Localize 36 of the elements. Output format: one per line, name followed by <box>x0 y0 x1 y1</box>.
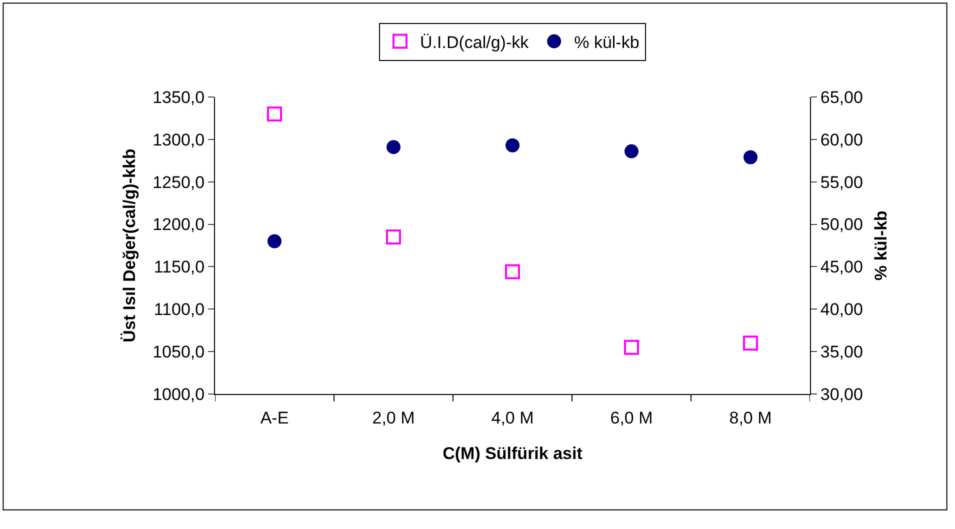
y-tick-label: 1250,0 <box>152 172 205 192</box>
x-tick-label: 8,0 M <box>729 408 772 428</box>
y-tick-label: 1100,0 <box>154 300 205 320</box>
x-tick-label: 2,0 M <box>372 408 415 428</box>
y2-tick-label: 30,00 <box>820 384 863 404</box>
point <box>743 336 758 351</box>
legend-label: % kül-kb <box>574 32 640 52</box>
y2-tick-label: 45,00 <box>820 258 863 277</box>
point <box>386 230 401 245</box>
point <box>505 264 520 280</box>
y-tick-label: 1150,0 <box>154 258 205 277</box>
y-tick-label: 1200,0 <box>152 215 205 234</box>
point <box>386 140 400 154</box>
y-tick-label: 1300,0 <box>152 130 205 150</box>
y2-axis-title: % kül-kb <box>871 210 890 280</box>
point <box>624 340 639 355</box>
point <box>744 150 758 164</box>
y-tick-label: 1050,0 <box>152 342 205 362</box>
x-tick-label: 4,0 M <box>491 408 534 428</box>
x-axis-title: C(M) Sülfürik asit <box>442 444 583 463</box>
y2-tick-label: 65,00 <box>820 88 863 107</box>
point <box>267 106 282 122</box>
point <box>506 138 520 152</box>
legend-label: Ü.I.D(cal/g)-kk <box>420 32 530 52</box>
y2-tick-label: 35,00 <box>820 342 863 362</box>
y-tick-label: 1350,0 <box>152 88 205 107</box>
x-tick-label: A-E <box>260 408 289 428</box>
y2-tick-label: 50,00 <box>820 215 863 234</box>
y-tick-label: 1000,0 <box>152 384 205 404</box>
y2-tick-label: 55,00 <box>820 172 863 192</box>
y2-tick-label: 60,00 <box>820 130 863 150</box>
point <box>268 234 282 248</box>
point <box>624 144 638 158</box>
y2-tick-label: 40,00 <box>820 300 863 320</box>
y-axis-title: Üst Isıl Değer(cal/g)-kkb <box>120 148 140 342</box>
x-tick-label: 6,0 M <box>610 408 653 428</box>
